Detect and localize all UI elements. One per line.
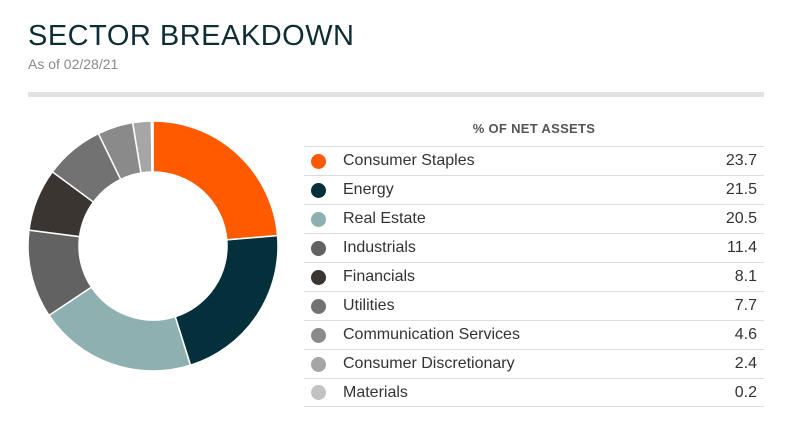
table-row-materials: Materials 0.2 — [304, 378, 764, 407]
sector-value: 7.7 — [734, 297, 757, 314]
sector-label: Industrials — [343, 239, 416, 256]
sector-value: 8.1 — [734, 268, 757, 285]
sector-value: 2.4 — [734, 355, 757, 372]
sector-label: Real Estate — [343, 210, 426, 227]
legend-dot — [311, 327, 326, 343]
sector-value: 23.7 — [725, 152, 757, 169]
sector-rows: Consumer Staples 23.7 Energy 21.5 Real Estat… — [304, 146, 764, 407]
table-row-financials: Financials 8.1 — [304, 262, 764, 291]
as-of-date: As of 02/28/21 — [28, 56, 119, 72]
legend-dot — [311, 298, 326, 314]
legend-dot — [311, 182, 326, 198]
table-header: % OF NET ASSETS — [472, 121, 596, 136]
table-row-real-estate: Real Estate 20.5 — [304, 204, 764, 233]
table-row-industrials: Industrials 11.4 — [304, 233, 764, 262]
sector-value: 11.4 — [727, 239, 757, 256]
legend-dot — [311, 356, 326, 372]
sector-label: Financials — [343, 268, 416, 285]
sector-value: 4.6 — [734, 326, 757, 343]
sector-label: Utilities — [343, 297, 395, 314]
sector-label: Communication Services — [343, 326, 520, 343]
sector-donut-chart — [27, 120, 279, 372]
page-title: SECTOR BREAKDOWN — [28, 20, 355, 52]
sector-label: Consumer Discretionary — [343, 355, 515, 372]
legend-dot — [311, 240, 326, 256]
sector-label: Materials — [343, 383, 408, 401]
table-row-utilities: Utilities 7.7 — [304, 291, 764, 320]
sector-label: Energy — [343, 181, 394, 198]
legend-dot — [311, 211, 326, 227]
legend-dot — [311, 269, 326, 285]
donut-slice-materials — [150, 120, 154, 173]
sector-table: % OF NET ASSETS Consumer Staples 23.7 Ener… — [304, 118, 764, 407]
table-row-consumer-staples: Consumer Staples 23.7 — [304, 146, 764, 175]
donut-slice-energy — [174, 234, 279, 367]
sector-value: 0.2 — [734, 383, 757, 401]
legend-dot — [311, 153, 326, 169]
table-row-energy: Energy 21.5 — [304, 175, 764, 204]
sector-value: 20.5 — [725, 210, 757, 227]
divider — [28, 92, 764, 97]
table-row-communication-services: Communication Services 4.6 — [304, 320, 764, 349]
sector-value: 21.5 — [725, 181, 757, 198]
sector-label: Consumer Staples — [343, 152, 475, 169]
legend-dot — [311, 385, 326, 400]
table-row-consumer-discretionary: Consumer Discretionary 2.4 — [304, 349, 764, 378]
donut-slice-consumer-staples — [152, 120, 279, 241]
